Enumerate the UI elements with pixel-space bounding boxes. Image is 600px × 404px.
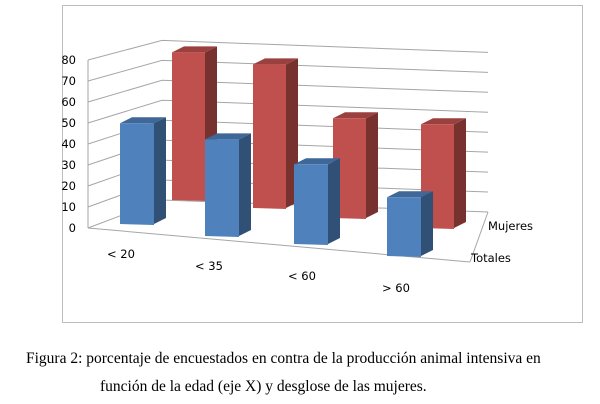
bar-top — [172, 46, 217, 53]
gridline — [87, 59, 489, 82]
bar-front — [253, 64, 286, 209]
bar-mujeres — [333, 112, 378, 219]
y-tick-label: 40 — [61, 137, 76, 151]
bar-mujeres — [253, 58, 298, 209]
bar-top — [253, 58, 298, 65]
bar-front — [172, 52, 205, 202]
bar-side — [421, 191, 433, 256]
y-tick-label: 30 — [61, 158, 76, 172]
x-tick-label: > 60 — [382, 281, 410, 295]
bar-front — [120, 123, 154, 225]
chart: 0 10 20 30 40 50 60 70 80 < 20 < 35 < 60 > 60 Totales… — [61, 39, 533, 295]
bar-front — [333, 118, 366, 219]
bar-front — [294, 164, 328, 245]
y-tick-label: 20 — [61, 179, 76, 193]
bar-top — [120, 117, 166, 124]
y-tick-label: 60 — [61, 95, 76, 109]
bar-front — [205, 139, 239, 237]
depth-axis — [469, 211, 489, 263]
x-tick-label: < 35 — [195, 259, 223, 273]
bar-front — [387, 197, 421, 257]
bar-top — [333, 112, 378, 119]
bar-totales — [120, 117, 166, 225]
bar-side — [454, 118, 466, 228]
x-tick-label: < 60 — [288, 269, 316, 283]
bar-side — [239, 133, 251, 236]
gridline — [87, 39, 489, 61]
series-label: Totales — [470, 251, 511, 265]
bar-totales — [387, 191, 433, 257]
bar-totales — [294, 158, 340, 245]
gridline — [87, 79, 489, 103]
y-tick-label: 50 — [61, 116, 76, 130]
y-tick-label: 0 — [69, 221, 76, 235]
bar-side — [366, 112, 378, 218]
bar-top — [294, 158, 340, 165]
x-tick-label: < 20 — [107, 247, 135, 261]
bar-top — [205, 133, 251, 140]
gridline — [87, 99, 489, 124]
bar-side — [328, 158, 340, 244]
y-tick-label: 70 — [61, 74, 76, 88]
caption-line-1: Figura 2: porcentaje de encuestados en c… — [26, 350, 541, 367]
caption-line-2: función de la edad (eje X) y desglose de… — [100, 378, 427, 395]
series-label: Mujeres — [488, 219, 533, 233]
bar-top — [387, 191, 433, 198]
y-tick-label: 80 — [61, 53, 76, 67]
y-tick-label: 10 — [61, 200, 76, 214]
bar-top — [421, 118, 466, 125]
bar-totales — [205, 133, 251, 237]
bar-side — [154, 117, 166, 224]
chart-frame — [62, 5, 583, 323]
